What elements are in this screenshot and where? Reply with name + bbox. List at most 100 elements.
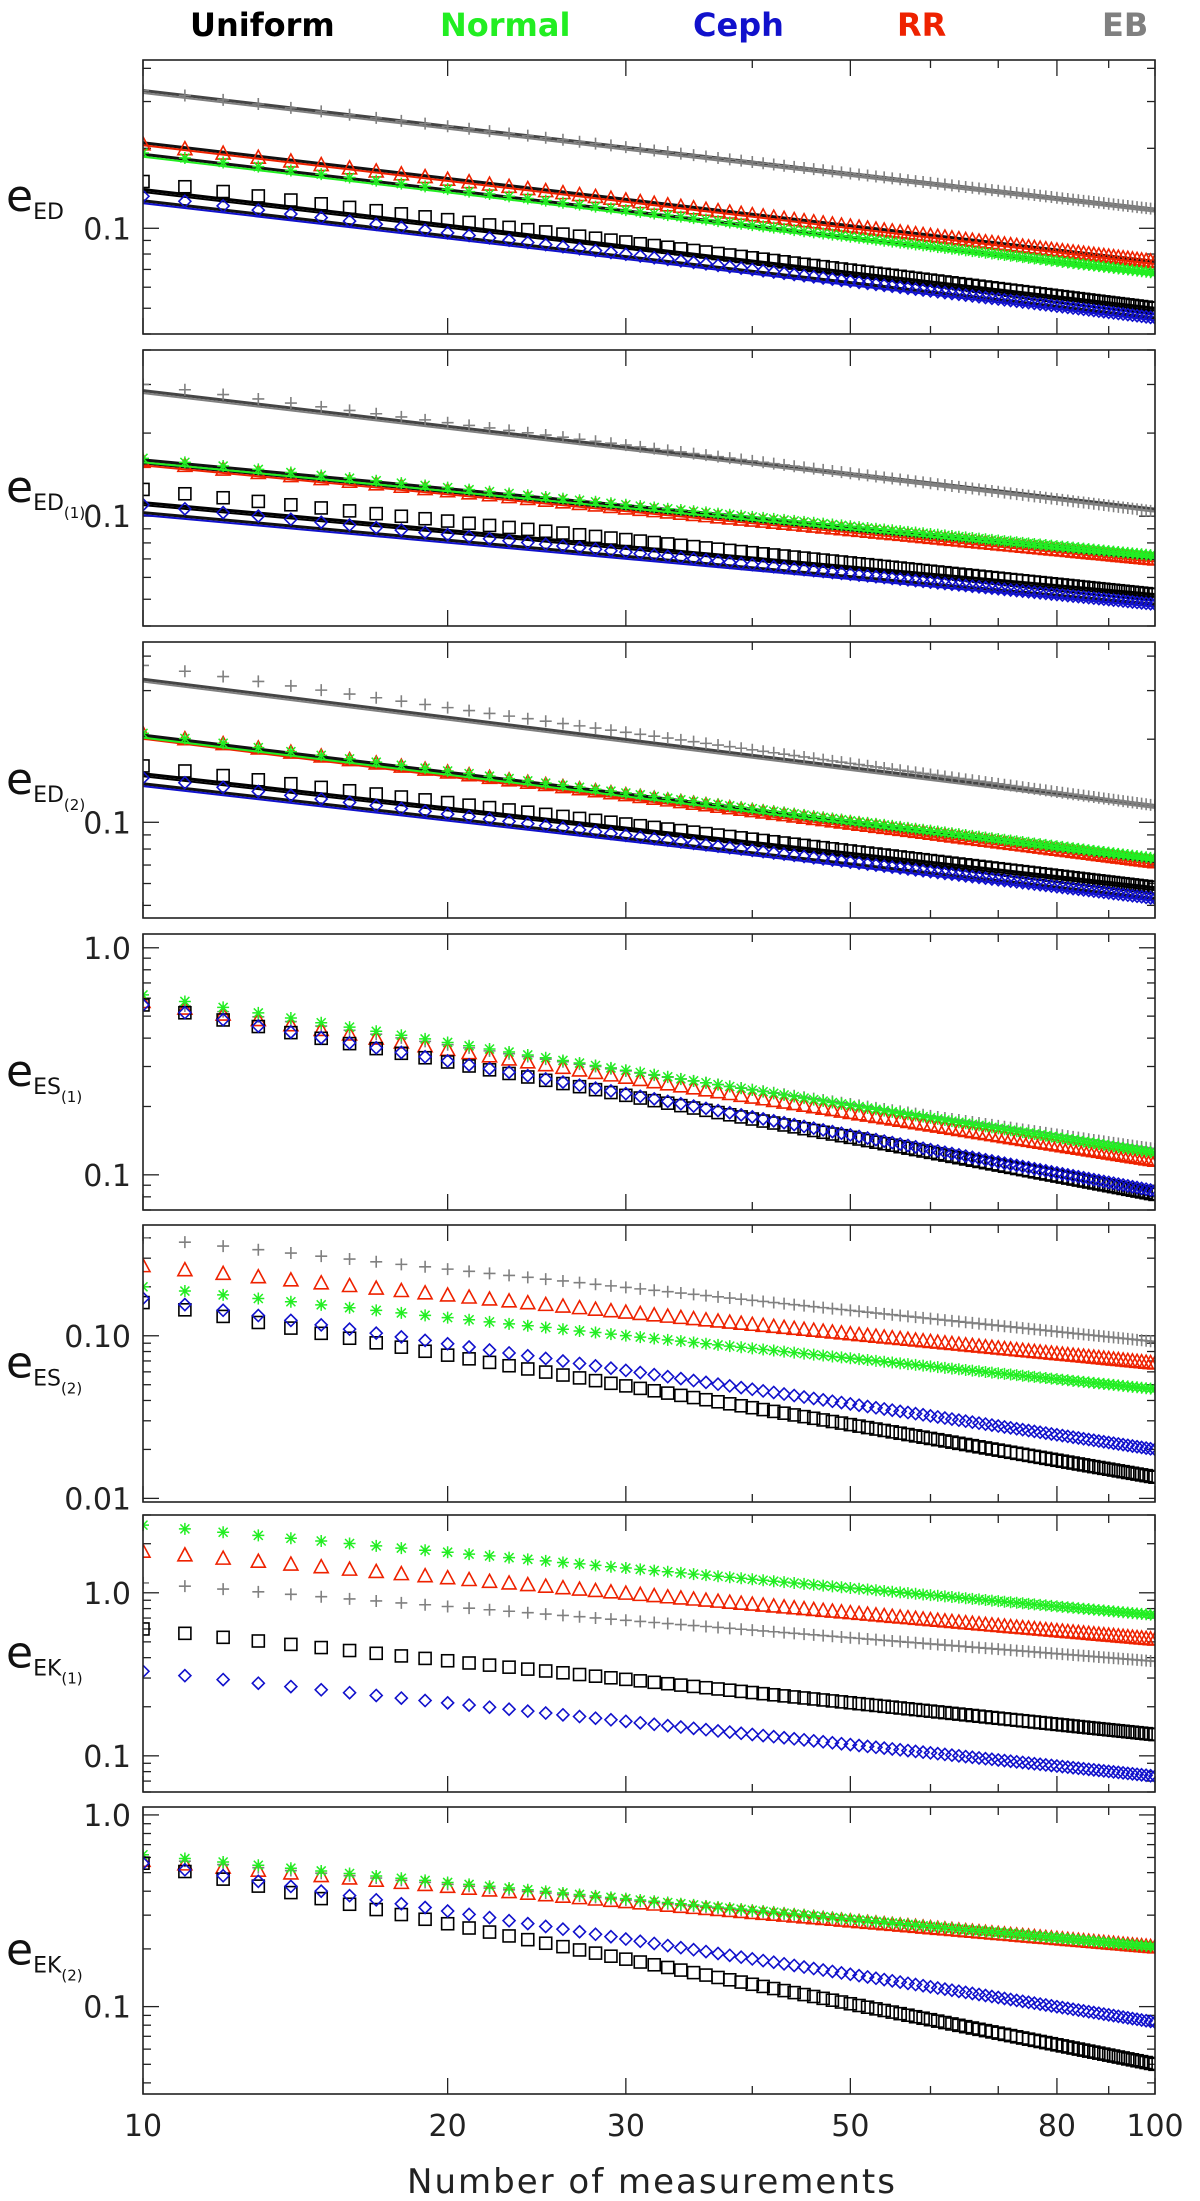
data-point-normal: [886, 1916, 899, 1929]
data-point-eb: [735, 154, 748, 167]
data-point-ceph: [1060, 1429, 1075, 1444]
data-point-ceph: [1038, 1425, 1053, 1441]
data-point-eb: [712, 450, 725, 463]
data-point-eb: [619, 141, 632, 154]
data-point-uniform: [825, 1127, 840, 1141]
data-point-ceph: [1125, 308, 1140, 323]
data-point-ceph: [787, 848, 802, 863]
data-point-ceph: [816, 564, 831, 579]
data-point-ceph: [756, 1383, 771, 1399]
data-point-rr: [765, 1905, 783, 1922]
data-point-eb: [217, 1240, 230, 1253]
data-point-ceph: [843, 1967, 858, 1982]
data-point-normal: [370, 1304, 383, 1317]
data-point-normal: [589, 495, 602, 508]
fit-line-tint-ceph: [143, 514, 1155, 608]
data-point-normal: [1028, 1128, 1041, 1141]
data-point-ceph: [796, 1732, 812, 1747]
data-point-uniform: [394, 207, 409, 221]
data-point-uniform: [520, 1662, 535, 1676]
data-point-ceph: [633, 546, 648, 561]
data-point-uniform: [462, 1921, 476, 1935]
data-point-uniform: [251, 1634, 266, 1648]
data-point-uniform: [394, 509, 409, 524]
data-point-normal: [807, 810, 820, 823]
data-point-ceph: [1115, 2009, 1131, 2025]
data-point-eb: [798, 750, 811, 763]
data-point-eb: [143, 84, 149, 97]
data-point-ceph: [1015, 294, 1030, 310]
data-point-eb: [878, 471, 891, 484]
data-point-ceph: [647, 250, 662, 265]
data-point-uniform: [766, 1116, 781, 1130]
data-point-uniform: [369, 1646, 384, 1661]
data-point-uniform: [938, 2015, 952, 2030]
data-point-ceph: [314, 1317, 329, 1333]
data-point-rr: [875, 1606, 893, 1623]
data-point-rr: [341, 1276, 358, 1293]
data-point-ceph: [1138, 1440, 1154, 1456]
data-point-normal: [807, 226, 820, 239]
y-axis-label-main: e: [6, 1338, 33, 1389]
data-point-normal: [826, 812, 839, 825]
data-point-uniform: [1134, 1726, 1149, 1740]
data-point-uniform: [787, 1120, 801, 1134]
data-point-normal: [723, 1340, 736, 1353]
data-point-rr: [765, 1597, 783, 1613]
data-point-eb: [419, 698, 432, 711]
data-point-uniform: [633, 1091, 648, 1105]
data-point-normal: [178, 732, 191, 745]
data-point-normal: [1004, 1368, 1017, 1381]
data-point-normal: [979, 831, 992, 844]
data-point-ceph: [143, 189, 151, 204]
data-point-normal: [1087, 1137, 1100, 1150]
data-point-uniform: [938, 275, 952, 289]
data-point-ceph: [860, 276, 875, 291]
data-point-uniform: [901, 1701, 915, 1716]
data-point-ceph: [555, 1074, 571, 1090]
data-point-eb: [370, 691, 383, 704]
y-axis-label: eES(2): [6, 1338, 82, 1398]
data-point-ceph: [1147, 1769, 1155, 1784]
data-point-uniform: [538, 1664, 553, 1678]
data-point-normal: [723, 1571, 736, 1584]
data-point-ceph: [177, 1005, 193, 1020]
data-point-eb: [931, 177, 944, 190]
data-point-normal: [419, 1874, 432, 1887]
data-point-rr: [1037, 1134, 1055, 1150]
data-point-normal: [483, 1880, 496, 1893]
data-point-uniform: [1092, 1460, 1106, 1475]
data-point-rr: [891, 1329, 909, 1346]
data-point-rr: [571, 1298, 588, 1315]
data-point-normal: [315, 1298, 328, 1311]
fit-line-tint-eb: [143, 392, 1155, 513]
data-point-eb: [178, 383, 191, 396]
data-point-ceph: [1106, 1176, 1121, 1191]
data-point-ceph: [806, 1391, 821, 1406]
data-point-normal: [252, 1292, 265, 1305]
data-point-ceph: [1009, 874, 1024, 890]
series-uniform: [143, 1295, 1155, 1484]
data-point-normal: [972, 1924, 985, 1937]
data-point-normal: [798, 1908, 811, 1921]
data-point-normal: [778, 222, 791, 235]
data-point-eb: [483, 1267, 496, 1280]
data-point-normal: [861, 521, 874, 534]
data-point-eb: [1149, 1335, 1155, 1348]
data-point-ceph: [1134, 1181, 1149, 1196]
data-point-uniform: [660, 1960, 675, 1975]
data-point-eb: [604, 724, 617, 737]
data-point-ceph: [369, 520, 384, 535]
data-point-ceph: [698, 837, 714, 852]
data-point-ceph: [722, 1948, 737, 1963]
data-point-eb: [767, 158, 780, 171]
data-point-ceph: [1111, 593, 1126, 608]
data-point-normal: [886, 819, 899, 832]
data-point-normal: [1092, 1138, 1105, 1151]
data-point-normal: [723, 799, 736, 812]
data-point-rr: [814, 1099, 832, 1115]
data-point-ceph: [885, 1135, 900, 1150]
data-point-ceph: [868, 1400, 884, 1415]
data-point-ceph: [698, 1375, 714, 1390]
